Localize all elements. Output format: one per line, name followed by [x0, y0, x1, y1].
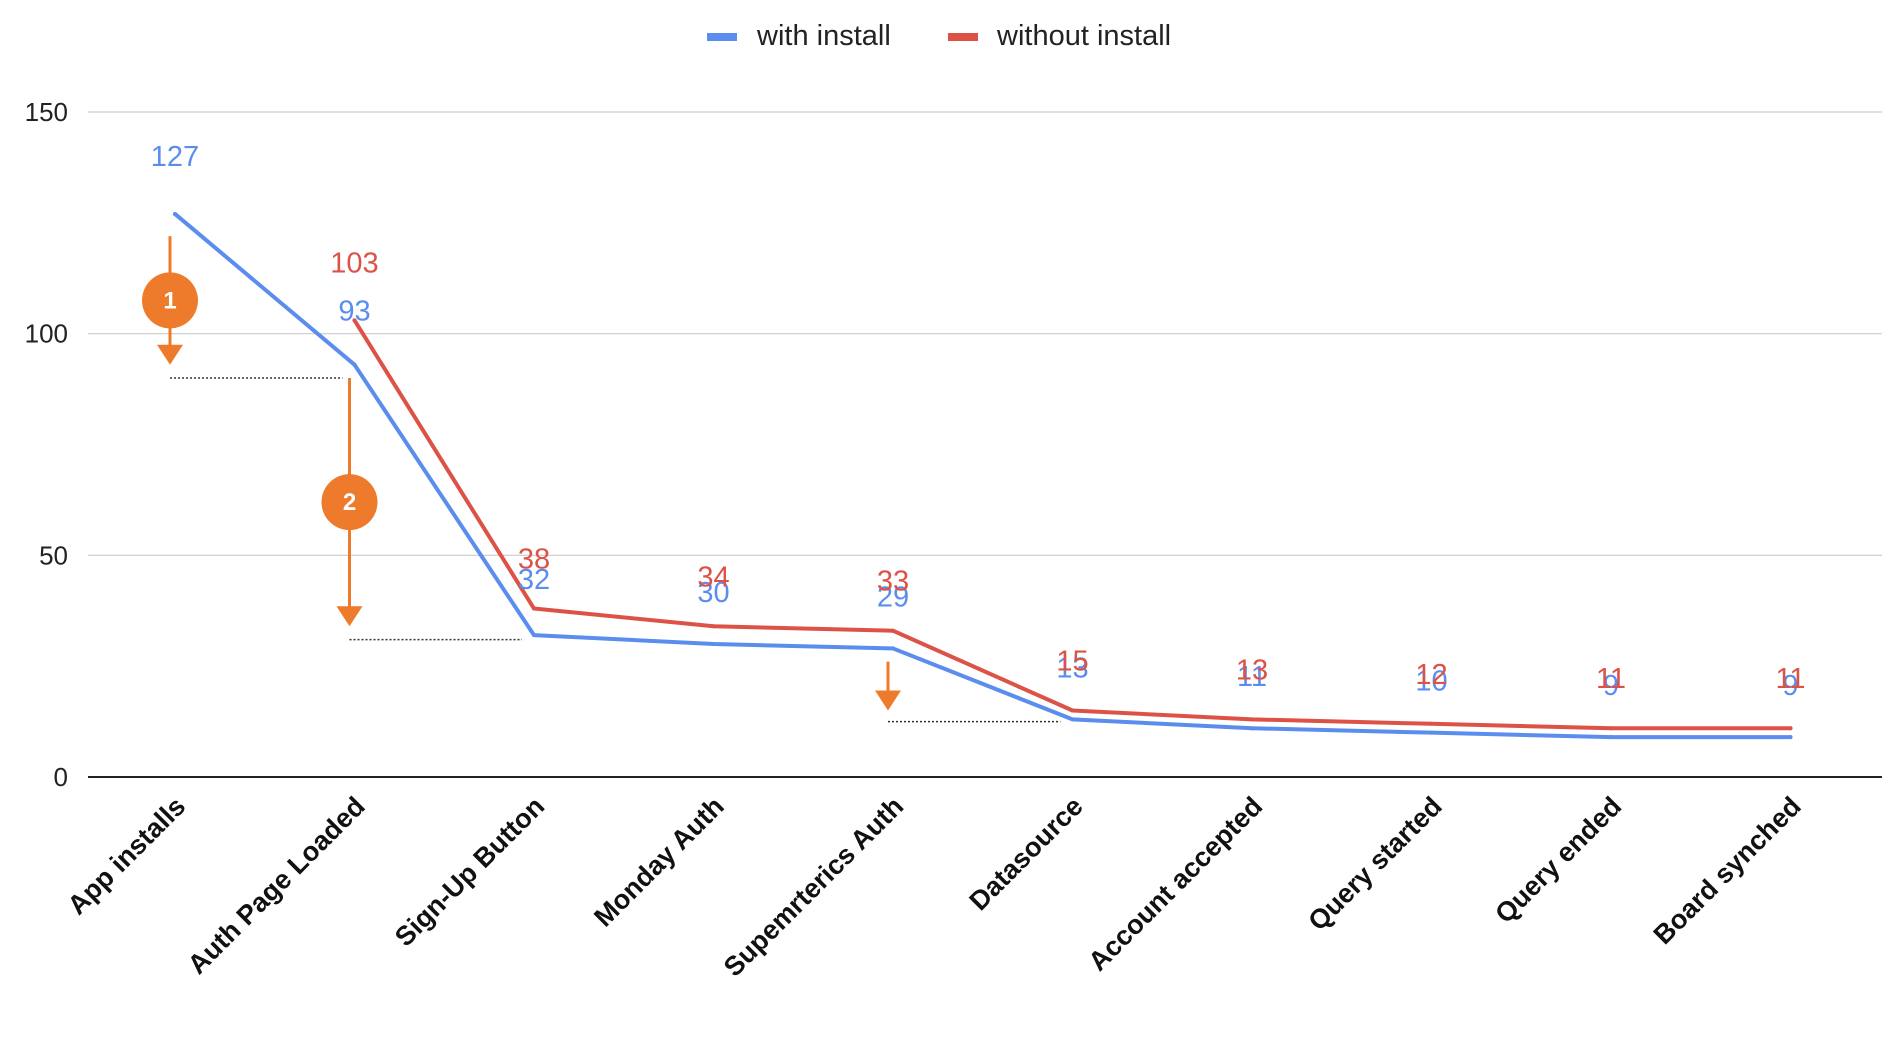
data-label-0-4: 29	[877, 581, 909, 613]
legend-label-1: without install	[996, 20, 1171, 52]
y-tick-label-1: 50	[39, 540, 68, 570]
data-point-1-4	[891, 628, 895, 633]
x-tick-label-6: Account accepted	[1083, 791, 1269, 977]
series-line-0	[173, 211, 1793, 740]
data-label-1-9: 11	[1775, 663, 1805, 695]
data-label-0-5: 13	[1056, 652, 1088, 684]
x-tick-label-5: Datasource	[964, 791, 1089, 916]
data-label-1-8: 11	[1596, 663, 1626, 695]
data-label-1-4: 33	[877, 566, 909, 598]
data-point-0-8	[1609, 735, 1613, 740]
data-label-1-1: 103	[330, 247, 378, 279]
data-point-0-4	[891, 646, 895, 651]
data-point-1-6	[1250, 717, 1254, 722]
step-badge-2	[321, 474, 378, 531]
data-point-0-3	[711, 642, 716, 646]
data-point-0-5	[1070, 717, 1075, 722]
x-tick-label-0: App installs	[62, 791, 191, 920]
data-label-1-2: 38	[518, 544, 550, 576]
data-label-0-9: 9	[1782, 670, 1798, 702]
step-badge-label-2: 2	[343, 489, 356, 516]
data-label-1-5: 15	[1056, 646, 1088, 678]
x-tick-label-3: Monday Auth	[588, 791, 729, 932]
data-point-0-2	[532, 633, 536, 638]
data-point-1-5	[1070, 708, 1075, 713]
data-label-0-6: 11	[1237, 661, 1267, 693]
legend-swatch-1	[948, 33, 978, 41]
x-tick-label-1: Auth Page Loaded	[182, 791, 371, 980]
y-tick-label-2: 100	[25, 319, 68, 349]
data-point-1-7	[1429, 721, 1434, 726]
x-tick-label-4: Supemrterics Auth	[718, 791, 909, 982]
drop-arrow-head-1	[336, 606, 363, 627]
data-label-0-1: 93	[338, 296, 370, 328]
y-tick-label-0: 0	[54, 762, 68, 792]
legend: with install without install	[707, 20, 1171, 52]
legend-swatch-0	[707, 33, 737, 41]
data-point-0-7	[1429, 730, 1434, 735]
x-tick-label-2: Sign-Up Button	[389, 791, 550, 952]
data-point-0-6	[1250, 726, 1254, 731]
x-tick-label-8: Query ended	[1489, 791, 1627, 929]
drop-arrow-head-0	[157, 344, 183, 365]
step-badge-label-1: 1	[163, 287, 176, 314]
data-point-1-2	[532, 606, 536, 611]
gridlines	[88, 111, 1882, 556]
data-label-1-6: 13	[1236, 654, 1268, 686]
data-point-0-0	[173, 211, 177, 216]
data-label-0-8: 9	[1603, 670, 1619, 702]
step-badge-1	[142, 272, 198, 329]
data-point-0-9	[1788, 735, 1793, 740]
data-label-0-7: 10	[1415, 666, 1447, 698]
y-axis: 0 50 100 150	[25, 97, 68, 792]
data-label-0-2: 32	[518, 564, 550, 596]
data-point-1-3	[711, 624, 716, 629]
y-tick-label-3: 150	[25, 97, 68, 127]
data-point-1-8	[1609, 726, 1613, 731]
annotations: 12	[142, 236, 1061, 723]
data-point-1-1	[352, 318, 357, 323]
legend-label-0: with install	[756, 20, 891, 52]
x-tick-label-7: Query started	[1302, 791, 1447, 936]
data-label-0-0: 127	[151, 141, 199, 173]
data-label-1-3: 34	[697, 561, 729, 593]
data-label-1-7: 12	[1415, 659, 1447, 691]
data-label-0-3: 30	[697, 577, 729, 609]
x-tick-label-9: Board synched	[1648, 791, 1807, 950]
data-point-0-1	[352, 362, 357, 367]
data-point-1-9	[1788, 726, 1793, 731]
series-lines	[173, 211, 1793, 740]
drop-arrow-head-2	[875, 690, 901, 711]
